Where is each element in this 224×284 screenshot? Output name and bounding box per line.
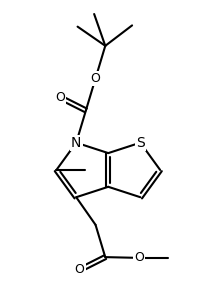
Text: O: O (91, 72, 101, 85)
Text: O: O (55, 91, 65, 104)
Text: N: N (71, 136, 81, 150)
Text: O: O (134, 251, 144, 264)
Text: S: S (136, 136, 145, 150)
Text: O: O (75, 264, 85, 277)
